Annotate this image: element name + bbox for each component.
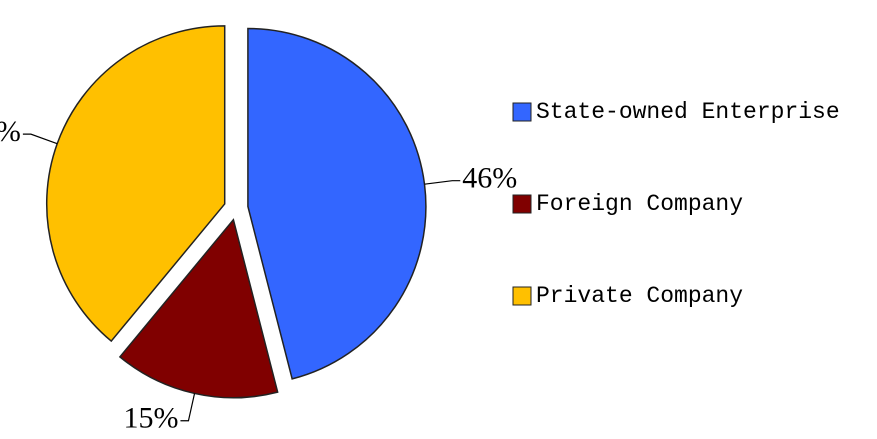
data-label: 15% [123, 402, 178, 435]
pie-slice [247, 27, 427, 380]
data-label: 39% [0, 115, 21, 148]
legend-label: Foreign Company [536, 191, 743, 217]
pie-slice [118, 218, 279, 399]
legend-swatch [512, 286, 532, 306]
legend-swatch [512, 102, 532, 122]
data-label: 46% [462, 162, 517, 195]
legend-label: Private Company [536, 283, 743, 309]
leader-line [180, 393, 196, 422]
leader-line [22, 133, 58, 145]
leader-line [424, 180, 461, 185]
legend-swatch [512, 194, 532, 214]
legend-label: State-owned Enterprise [536, 99, 840, 125]
